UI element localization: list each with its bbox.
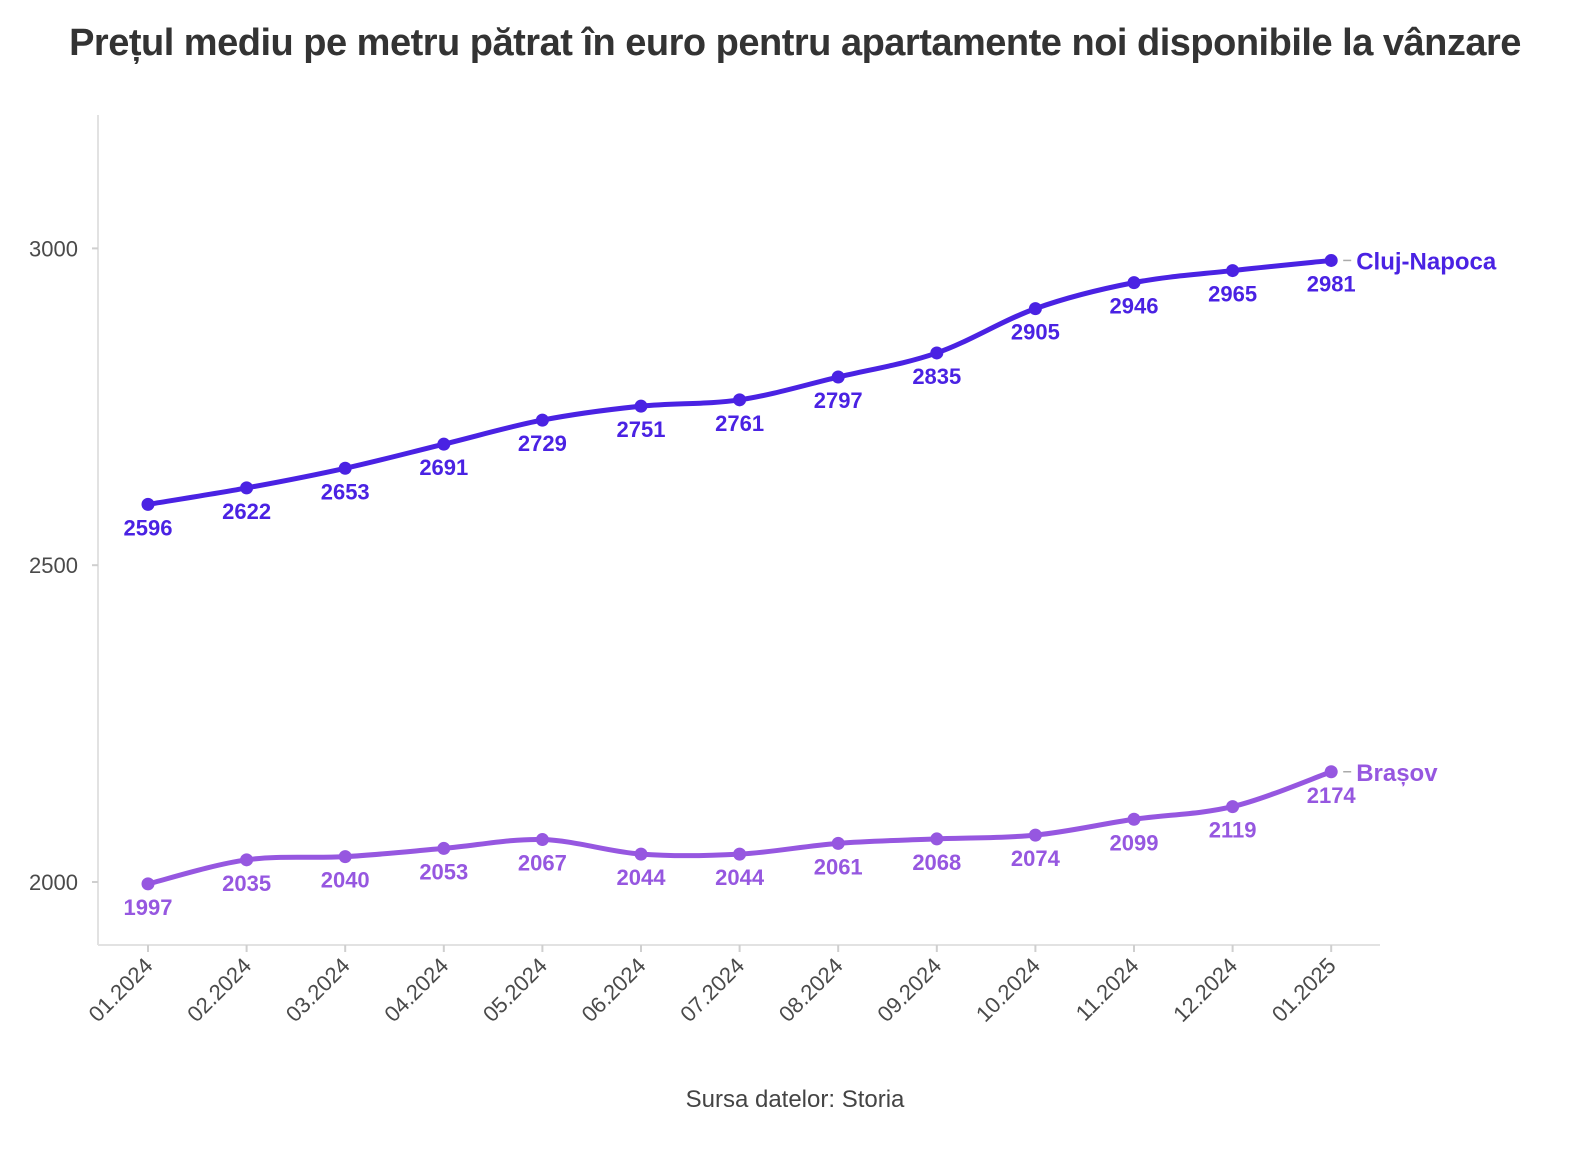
data-point bbox=[733, 393, 747, 407]
data-point bbox=[733, 847, 747, 861]
x-tick-label: 06.2024 bbox=[577, 953, 651, 1027]
data-label: 2074 bbox=[1011, 846, 1061, 871]
data-label: 2044 bbox=[715, 865, 765, 890]
data-point bbox=[930, 346, 944, 360]
x-tick-label: 07.2024 bbox=[675, 953, 749, 1027]
data-point bbox=[1028, 302, 1042, 316]
data-label: 2040 bbox=[321, 868, 370, 893]
data-label: 2174 bbox=[1307, 783, 1357, 808]
data-label: 2068 bbox=[912, 850, 961, 875]
data-point bbox=[437, 437, 451, 451]
data-point bbox=[240, 481, 254, 495]
series-layer: 2596 2622 2653 2691 2729 2751 2761 2797 2835 2905… bbox=[124, 248, 1497, 919]
data-point bbox=[1226, 264, 1240, 278]
data-point bbox=[1324, 253, 1338, 267]
data-label: 2691 bbox=[419, 455, 468, 480]
data-point bbox=[930, 832, 944, 846]
data-label: 2751 bbox=[617, 417, 666, 442]
x-tick-label: 05.2024 bbox=[478, 953, 552, 1027]
data-label: 2061 bbox=[814, 854, 863, 879]
data-point bbox=[535, 413, 549, 427]
x-tick-label: 01.2024 bbox=[84, 953, 158, 1027]
x-tick-label: 12.2024 bbox=[1168, 953, 1242, 1027]
y-tick-label: 2500 bbox=[29, 553, 78, 578]
data-point bbox=[338, 850, 352, 864]
data-point bbox=[437, 841, 451, 855]
y-tick-label: 2000 bbox=[29, 870, 78, 895]
data-point bbox=[1226, 800, 1240, 814]
y-tick-label: 3000 bbox=[29, 236, 78, 261]
data-point bbox=[141, 497, 155, 511]
chart-title: Prețul mediu pe metru pătrat în euro pen… bbox=[69, 22, 1521, 64]
data-label: 2797 bbox=[814, 388, 863, 413]
data-point bbox=[1127, 276, 1141, 290]
data-label: 2729 bbox=[518, 431, 567, 456]
x-tick-label: 09.2024 bbox=[872, 953, 946, 1027]
data-label: 2965 bbox=[1208, 282, 1257, 307]
source-caption: Sursa datelor: Storia bbox=[685, 1086, 905, 1113]
data-label: 2761 bbox=[715, 411, 764, 436]
data-label: 2835 bbox=[912, 364, 961, 389]
data-point bbox=[338, 461, 352, 475]
data-label: 2981 bbox=[1307, 271, 1356, 296]
x-tick-label: 08.2024 bbox=[774, 953, 848, 1027]
data-point bbox=[1028, 828, 1042, 842]
data-point bbox=[1127, 812, 1141, 826]
series-cluj-napoca: 2596 2622 2653 2691 2729 2751 2761 2797 2835 2905… bbox=[124, 248, 1497, 540]
data-point bbox=[141, 877, 155, 891]
data-label: 2119 bbox=[1209, 818, 1257, 843]
series-label: Cluj-Napoca bbox=[1356, 248, 1497, 275]
series-brasov: 1997 2035 2040 2053 2067 2044 2044 2061 2068 2074… bbox=[124, 760, 1439, 920]
x-tick-label: 02.2024 bbox=[182, 953, 256, 1027]
data-point bbox=[831, 370, 845, 384]
x-tick-label: 01.2025 bbox=[1267, 953, 1341, 1027]
data-point bbox=[1324, 765, 1338, 779]
data-point bbox=[535, 833, 549, 847]
data-label: 2596 bbox=[124, 515, 173, 540]
data-label: 1997 bbox=[124, 895, 173, 920]
data-label: 2067 bbox=[518, 851, 567, 876]
x-tick-label: 04.2024 bbox=[379, 953, 453, 1027]
x-tick-label: 11.2024 bbox=[1071, 953, 1144, 1026]
data-label: 2622 bbox=[222, 499, 271, 524]
x-tick-label: 10.2024 bbox=[971, 953, 1045, 1027]
data-label: 2053 bbox=[419, 859, 468, 884]
series-label: Brașov bbox=[1356, 760, 1438, 787]
data-point bbox=[634, 847, 648, 861]
data-label: 2044 bbox=[617, 865, 667, 890]
data-label: 2035 bbox=[222, 871, 271, 896]
data-point bbox=[634, 399, 648, 413]
data-label: 2653 bbox=[321, 479, 370, 504]
x-tick-label: 03.2024 bbox=[281, 953, 355, 1027]
data-label: 2099 bbox=[1110, 830, 1159, 855]
data-point bbox=[240, 853, 254, 867]
data-point bbox=[831, 836, 845, 850]
data-label: 2946 bbox=[1110, 294, 1159, 319]
data-label: 2905 bbox=[1011, 320, 1060, 345]
